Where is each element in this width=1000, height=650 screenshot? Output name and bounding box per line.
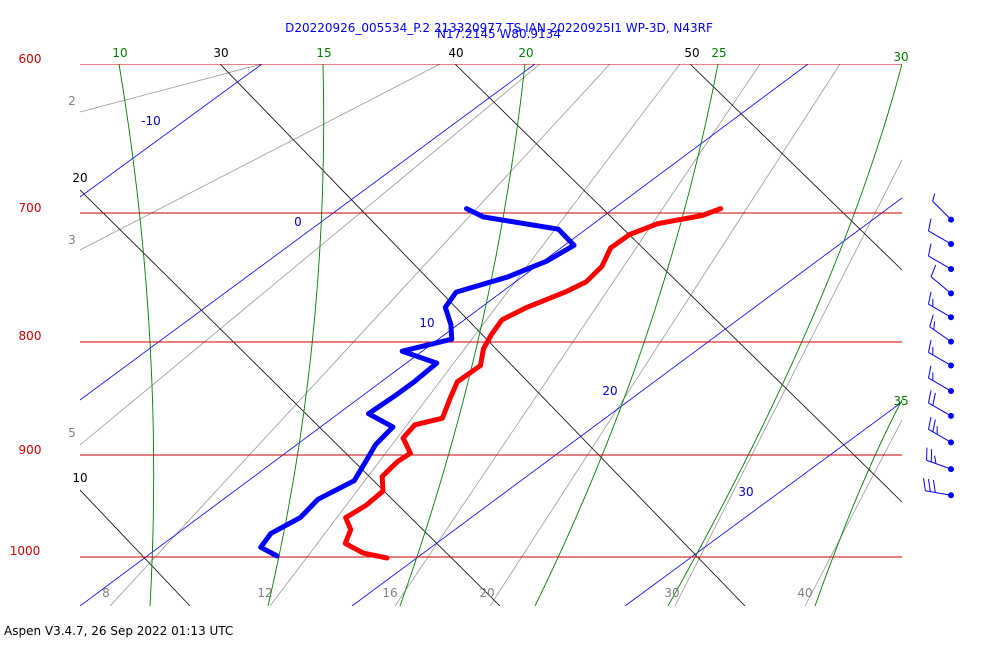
mixing-ratio-line: [267, 64, 325, 606]
wind-barb: [929, 314, 954, 345]
pressure-label: 900: [19, 443, 42, 457]
dry-adiabat: [689, 64, 902, 271]
dry-adiabat: [80, 489, 191, 606]
dry-adiabats: [80, 64, 902, 606]
dry-adiabat-label: 40: [448, 46, 463, 60]
moist-adiabats: [80, 64, 902, 606]
wind-barb: [930, 264, 954, 297]
mixing-ratio-line: [399, 64, 526, 606]
moist-adiabat: [269, 64, 681, 606]
wind-barb: [926, 447, 954, 473]
mixing-ratio-lines: [118, 64, 902, 606]
mixing-ratio-label: 25: [711, 46, 726, 60]
pressure-label: 600: [19, 52, 42, 66]
isotherm: [80, 64, 809, 606]
plot-area: [80, 64, 902, 606]
dry-adiabat-label: 20: [72, 171, 87, 185]
wind-barb: [927, 365, 954, 395]
isotherm: [624, 401, 902, 606]
wind-barb-column: [923, 193, 954, 499]
mixing-ratio-label: 10: [112, 46, 127, 60]
mixing-ratio-labels: 10 15 20 25 30 35: [112, 46, 908, 408]
moist-adiabat: [489, 64, 841, 606]
chart-title: D20220926_005534_P.2 213320977 TS IAN 20…: [285, 21, 713, 35]
mixing-ratio-label: 35: [893, 394, 908, 408]
moist-adiabat-label: 20: [479, 586, 494, 600]
isotherm-label: 0: [294, 215, 302, 229]
dewpoint-trace: [258, 206, 577, 559]
isobars: [80, 64, 902, 558]
moist-adiabat-label: 3: [68, 233, 76, 247]
moist-adiabat: [80, 64, 541, 446]
moist-adiabat-label: 30: [664, 586, 679, 600]
wind-barb: [932, 193, 954, 223]
dry-adiabat-labels: 20 30 40 50 10: [72, 46, 699, 485]
pressure-label: 700: [19, 201, 42, 215]
moist-adiabat-label: 5: [68, 426, 76, 440]
chart-subtitle: N17.2145 W80.9134: [437, 27, 561, 41]
dry-adiabat: [80, 189, 501, 606]
dry-adiabat-label: 10: [72, 471, 87, 485]
mixing-ratio-label: 15: [316, 46, 331, 60]
mixing-ratio-line: [534, 64, 719, 606]
mixing-ratio-label: 30: [893, 50, 908, 64]
moist-adiabat: [80, 64, 263, 113]
moist-adiabat: [674, 159, 902, 606]
isotherm-labels: -10 0 10 20 30: [141, 114, 753, 499]
dry-adiabat: [454, 64, 902, 503]
wind-barb: [927, 390, 954, 419]
wind-barb: [927, 243, 954, 273]
isotherm-label: 20: [602, 384, 617, 398]
moist-adiabat: [109, 64, 611, 606]
isotherms: [80, 64, 902, 606]
mixing-ratio-label: 20: [518, 46, 533, 60]
isotherm: [351, 197, 902, 606]
wind-barb: [927, 339, 954, 369]
isotherm: [80, 64, 536, 401]
pressure-label: 1000: [10, 544, 41, 558]
mixing-ratio-line: [667, 64, 902, 606]
pressure-label: 800: [19, 329, 42, 343]
wind-barb: [927, 416, 954, 446]
wind-barb: [923, 478, 954, 499]
dry-adiabat-label: 50: [684, 46, 699, 60]
isotherm-label: 30: [738, 485, 753, 499]
isotherm: [80, 64, 263, 198]
moist-adiabat: [394, 64, 761, 606]
moist-adiabat-labels: 2 3 5 8 12 16 20 30 40: [68, 94, 812, 600]
moist-adiabat-label: 8: [102, 586, 110, 600]
dry-adiabat-label: 30: [213, 46, 228, 60]
moist-adiabat: [804, 419, 902, 606]
footer-version-text: Aspen V3.4.7, 26 Sep 2022 01:13 UTC: [4, 624, 234, 638]
isotherm-label: 10: [419, 316, 434, 330]
wind-barb: [927, 291, 954, 321]
wind-barb: [927, 218, 954, 247]
moist-adiabat-label: 40: [797, 586, 812, 600]
moist-adiabat-label: 16: [382, 586, 397, 600]
moist-adiabat: [80, 64, 441, 251]
moist-adiabat-label: 12: [257, 586, 272, 600]
dry-adiabat: [219, 64, 746, 606]
pressure-labels: 600 700 800 900 1000: [10, 52, 42, 558]
mixing-ratio-line: [814, 399, 902, 606]
temperature-trace: [342, 206, 724, 561]
isotherm-label: -10: [141, 114, 161, 128]
mixing-ratio-line: [118, 64, 155, 606]
moist-adiabat-label: 2: [68, 94, 76, 108]
